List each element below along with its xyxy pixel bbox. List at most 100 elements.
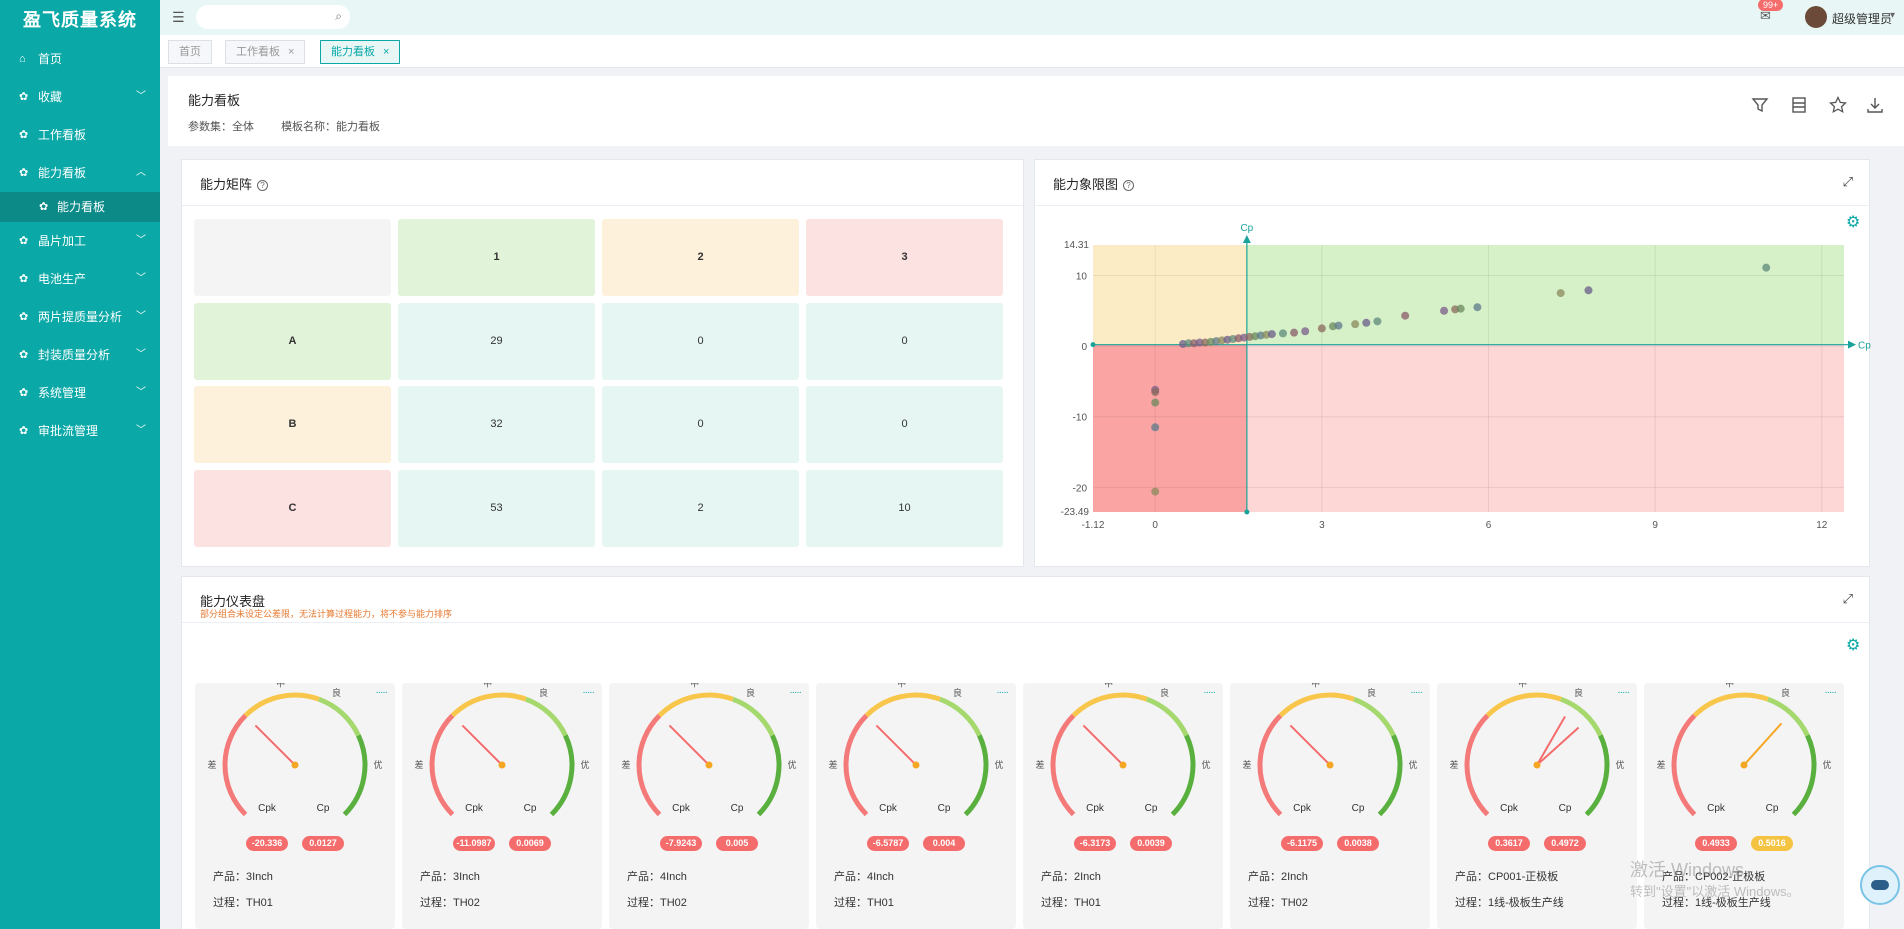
- scatter-point[interactable]: [1317, 324, 1326, 333]
- sidebar-item-6[interactable]: ✿ 电池生产 ﹀: [0, 260, 160, 298]
- scatter-point[interactable]: [1184, 339, 1193, 348]
- scatter-point[interactable]: [1301, 327, 1310, 336]
- sidebar-item-10[interactable]: ✿ 审批流管理 ﹀: [0, 412, 160, 450]
- scatter-point[interactable]: [1456, 304, 1465, 313]
- search-icon[interactable]: ⌕: [335, 9, 342, 23]
- more-icon[interactable]: ·····: [996, 687, 1009, 698]
- gauge-cpk-label: Cpk: [1707, 803, 1726, 814]
- gauge-needle: [1536, 726, 1580, 766]
- scatter-point[interactable]: [1556, 289, 1565, 298]
- sidebar-item-label: 审批流管理: [38, 424, 99, 438]
- sidebar-item-0[interactable]: ⌂ 首页: [0, 40, 160, 78]
- star-icon[interactable]: [1829, 95, 1847, 119]
- more-icon[interactable]: ·····: [1824, 687, 1837, 698]
- gauge-process: 过程：TH01: [1041, 897, 1101, 909]
- settings-gear-icon[interactable]: ⚙: [1846, 214, 1861, 231]
- gauge-card[interactable]: 差 中良优 Cpk Cp -6.1175 0.0038 ····· 产品：2Inch 过程：TH…: [1230, 683, 1430, 929]
- tab-work-board[interactable]: 工作看板 ×: [225, 40, 306, 64]
- scatter-point[interactable]: [1584, 286, 1593, 295]
- more-icon[interactable]: ·····: [1203, 687, 1216, 698]
- fullscreen-icon[interactable]: ⤢: [1842, 174, 1853, 189]
- sidebar-item-8[interactable]: ✿ 封装质量分析 ﹀: [0, 336, 160, 374]
- gauge-card[interactable]: 差 中良优 Cpk Cp 0.3617 0.4972 ····· 产品：CP001-正极板 过程…: [1437, 683, 1637, 929]
- scatter-point[interactable]: [1334, 321, 1343, 330]
- gauge-card[interactable]: 差 中良优 Cpk Cp -11.0987 0.0069 ····· 产品：3Inch 过程：T…: [402, 683, 602, 929]
- chevron-down-icon[interactable]: ▾: [1890, 10, 1896, 21]
- gauge-card[interactable]: 差 中良优 Cpk Cp -7.9243 0.005 ····· 产品：4Inch 过程：TH0…: [609, 683, 809, 929]
- gauge-label-good: 良: [953, 687, 962, 698]
- fullscreen-icon[interactable]: ⤢: [1842, 591, 1853, 606]
- scatter-point[interactable]: [1267, 330, 1276, 339]
- close-icon[interactable]: ×: [383, 46, 390, 58]
- menu-toggle-icon[interactable]: ☰: [172, 9, 185, 25]
- username[interactable]: 超级管理员: [1832, 12, 1893, 26]
- more-icon[interactable]: ·····: [375, 687, 388, 698]
- gauge-label-mid: 中: [690, 683, 699, 688]
- more-icon[interactable]: ·····: [1410, 687, 1423, 698]
- filter-icon[interactable]: [1751, 96, 1769, 119]
- more-icon[interactable]: ·····: [582, 687, 595, 698]
- scatter-point[interactable]: [1762, 263, 1771, 272]
- gauge-needle-hub: [1740, 761, 1748, 769]
- sidebar-item-7[interactable]: ✿ 两片提质量分析 ﹀: [0, 298, 160, 336]
- y-axis-arrow-icon: [1242, 235, 1251, 243]
- gauge-cp-label: Cp: [1352, 803, 1365, 814]
- scatter-point[interactable]: [1290, 328, 1299, 337]
- tab-capability-board[interactable]: 能力看板 ×: [320, 40, 401, 64]
- gauge-card[interactable]: 差 中良优 Cpk Cp 0.4933 0.5016 ····· 产品：CP002-正极板 过程…: [1644, 683, 1844, 929]
- y-axis-label: Cp: [1240, 223, 1253, 234]
- download-icon[interactable]: [1866, 96, 1884, 119]
- list-icon[interactable]: [1790, 96, 1808, 119]
- sidebar-item-1[interactable]: ✿ 收藏 ﹀: [0, 78, 160, 116]
- scatter-point[interactable]: [1351, 320, 1360, 329]
- y-tick-label: 10: [1076, 271, 1088, 282]
- gauge-label-good: 良: [539, 687, 548, 698]
- matrix-col-header: 1: [398, 219, 595, 296]
- settings-gear-icon[interactable]: ⚙: [1846, 637, 1861, 654]
- scatter-point[interactable]: [1373, 317, 1382, 326]
- avatar[interactable]: [1805, 6, 1827, 28]
- matrix-cell[interactable]: 0: [602, 386, 799, 463]
- card-header: 能力仪表盘 部分组合未设定公差限，无法计算过程能力，将不参与能力排序 ⤢: [182, 577, 1869, 623]
- sidebar-item-4[interactable]: ✿ 能力看板: [0, 192, 160, 222]
- scatter-point[interactable]: [1278, 329, 1287, 338]
- matrix-cell[interactable]: 0: [602, 303, 799, 380]
- scatter-point[interactable]: [1401, 311, 1410, 320]
- gauge-card[interactable]: 差 中良优 Cpk Cp -6.5787 0.004 ····· 产品：4Inch 过程：TH0…: [816, 683, 1016, 929]
- sidebar-item-5[interactable]: ✿ 晶片加工 ﹀: [0, 222, 160, 260]
- gauge-needle-hub: [1326, 761, 1334, 769]
- tab-home[interactable]: 首页: [168, 40, 212, 64]
- scatter-point[interactable]: [1151, 398, 1160, 407]
- scatter-point[interactable]: [1362, 318, 1371, 327]
- help-icon[interactable]: ?: [1123, 180, 1135, 192]
- assistant-robot-icon[interactable]: [1860, 865, 1900, 905]
- matrix-cell[interactable]: 2: [602, 470, 799, 547]
- message-icon[interactable]: ✉: [1760, 8, 1771, 23]
- matrix-cell[interactable]: 0: [806, 303, 1003, 380]
- sidebar-item-3[interactable]: ✿ 能力看板 ︿: [0, 154, 160, 192]
- gauge-cp-value: 0.005: [716, 836, 758, 851]
- help-icon[interactable]: ?: [257, 180, 269, 192]
- scatter-point[interactable]: [1195, 338, 1204, 347]
- matrix-cell[interactable]: 29: [398, 303, 595, 380]
- scatter-point[interactable]: [1151, 423, 1160, 432]
- scatter-point[interactable]: [1473, 303, 1482, 312]
- gauge-arc-excellent: [963, 734, 989, 817]
- matrix-cell[interactable]: 53: [398, 470, 595, 547]
- more-icon[interactable]: ·····: [1617, 687, 1630, 698]
- sidebar-item-2[interactable]: ✿ 工作看板: [0, 116, 160, 154]
- scatter-point[interactable]: [1440, 306, 1449, 315]
- search-input[interactable]: ⌕: [196, 5, 350, 29]
- more-icon[interactable]: ·····: [789, 687, 802, 698]
- close-icon[interactable]: ×: [288, 46, 295, 58]
- matrix-cell[interactable]: 10: [806, 470, 1003, 547]
- scatter-point[interactable]: [1151, 487, 1160, 496]
- matrix-cell[interactable]: 32: [398, 386, 595, 463]
- gauge-card[interactable]: 差 中良优 Cpk Cp -20.336 0.0127 ····· 产品：3Inch 过程：TH…: [195, 683, 395, 929]
- sidebar-item-9[interactable]: ✿ 系统管理 ﹀: [0, 374, 160, 412]
- matrix-row-header: C: [194, 470, 391, 547]
- gauge-needle: [461, 724, 503, 766]
- scatter-point[interactable]: [1151, 387, 1160, 396]
- gauge-card[interactable]: 差 中良优 Cpk Cp -6.3173 0.0039 ····· 产品：2Inch 过程：TH…: [1023, 683, 1223, 929]
- matrix-cell[interactable]: 0: [806, 386, 1003, 463]
